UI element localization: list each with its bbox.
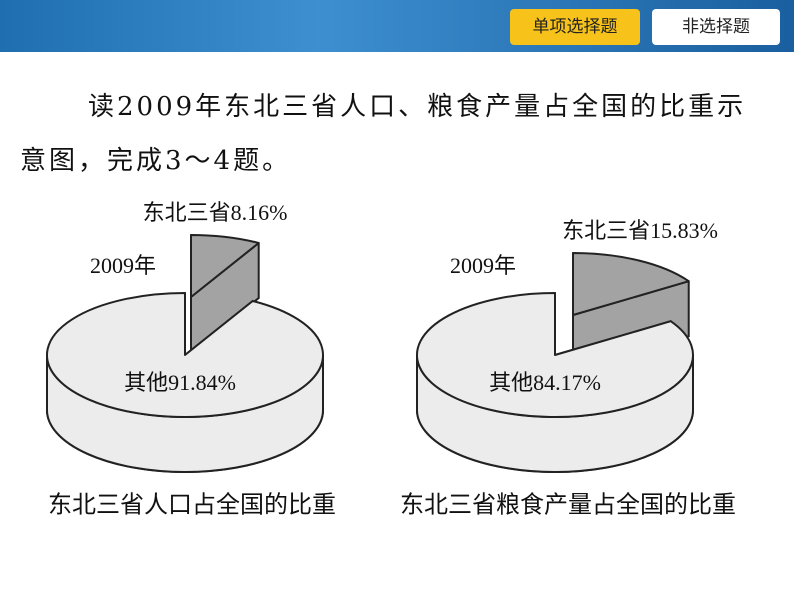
- value-label: 84.17%: [533, 370, 601, 395]
- value-label: 91.84%: [168, 370, 236, 395]
- chart-title: 东北三省人口占全国的比重: [48, 492, 336, 519]
- category-label: 东北三省: [562, 218, 650, 243]
- data-label: 其他84.17%: [489, 370, 601, 395]
- data-label: 其他91.84%: [124, 370, 236, 395]
- chart-subtitle: 2009年: [450, 253, 516, 278]
- value-label: 8.16%: [231, 200, 288, 225]
- data-label: 东北三省15.83%: [562, 218, 718, 243]
- pie-slice: [190, 234, 260, 298]
- category-label: 其他: [489, 370, 533, 395]
- pie-slice: [572, 252, 690, 316]
- pie-slice: [46, 292, 324, 418]
- header-bar: 单项选择题 非选择题: [0, 0, 794, 52]
- category-label: 其他: [124, 370, 168, 395]
- tab-button[interactable]: 非选择题: [652, 9, 780, 45]
- chart-title: 东北三省粮食产量占全国的比重: [400, 492, 736, 519]
- tab-button[interactable]: 单项选择题: [510, 9, 640, 45]
- question-text: 读2009年东北三省人口、粮食产量占全国的比重示意图，完成3～4题。: [20, 92, 747, 176]
- category-label: 东北三省: [143, 200, 231, 225]
- chart-subtitle: 2009年: [90, 253, 156, 278]
- data-label: 东北三省8.16%: [143, 200, 288, 225]
- pie-slice: [416, 292, 694, 418]
- value-label: 15.83%: [650, 218, 718, 243]
